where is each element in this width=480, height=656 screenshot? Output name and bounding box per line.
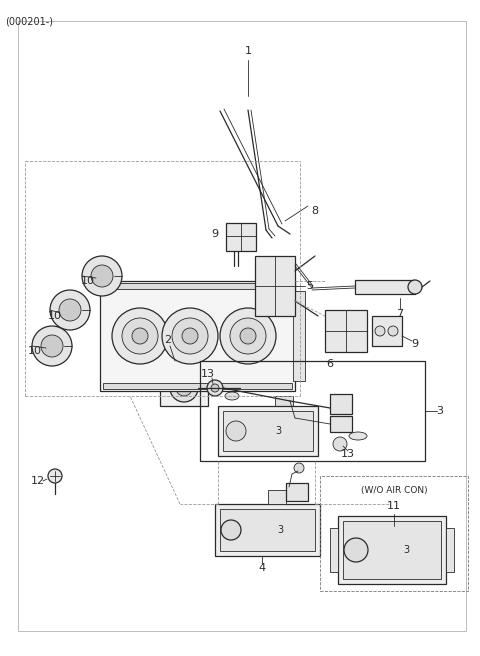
Circle shape [182, 328, 198, 344]
Ellipse shape [225, 392, 239, 400]
Circle shape [375, 326, 385, 336]
Bar [255, 256, 295, 316]
Circle shape [230, 318, 266, 354]
Text: (000201-): (000201-) [5, 16, 53, 26]
Circle shape [50, 290, 90, 330]
Circle shape [172, 318, 208, 354]
Circle shape [170, 374, 198, 402]
Text: 9: 9 [211, 229, 218, 239]
Text: 9: 9 [411, 339, 419, 349]
Bar [320, 476, 468, 591]
Circle shape [32, 326, 72, 366]
Text: 8: 8 [312, 206, 319, 216]
Circle shape [388, 326, 398, 336]
Ellipse shape [349, 432, 367, 440]
Circle shape [294, 463, 304, 473]
Circle shape [221, 520, 241, 540]
Text: 2: 2 [165, 335, 171, 345]
Circle shape [41, 335, 63, 357]
Bar [338, 516, 446, 584]
Circle shape [91, 265, 113, 287]
Bar [446, 528, 454, 572]
Text: 13: 13 [201, 369, 215, 379]
Circle shape [48, 469, 62, 483]
Text: 13: 13 [341, 449, 355, 459]
Bar [100, 281, 295, 391]
Circle shape [408, 280, 422, 294]
Bar [218, 406, 318, 456]
Circle shape [240, 328, 256, 344]
Circle shape [176, 380, 192, 396]
Text: 3: 3 [275, 426, 281, 436]
Bar [325, 310, 367, 352]
Text: 10: 10 [28, 346, 42, 356]
Text: 11: 11 [387, 501, 401, 511]
Text: 3: 3 [403, 545, 409, 555]
Bar [160, 370, 208, 406]
Bar [293, 291, 305, 381]
Circle shape [82, 256, 122, 296]
Bar [372, 316, 402, 346]
Circle shape [132, 328, 148, 344]
Text: 10: 10 [48, 311, 62, 321]
Bar [355, 280, 415, 294]
Circle shape [226, 421, 246, 441]
Bar [223, 411, 313, 451]
Circle shape [122, 318, 158, 354]
Circle shape [211, 384, 219, 392]
Circle shape [220, 308, 276, 364]
Circle shape [112, 308, 168, 364]
Bar [275, 396, 293, 418]
Circle shape [207, 380, 223, 396]
Text: 3: 3 [277, 525, 283, 535]
Bar [220, 509, 315, 551]
Text: (W/O AIR CON): (W/O AIR CON) [360, 487, 427, 495]
Text: 12: 12 [31, 476, 45, 486]
Circle shape [59, 299, 81, 321]
Circle shape [333, 437, 347, 451]
Text: 5: 5 [307, 281, 313, 291]
Circle shape [344, 538, 368, 562]
Text: 4: 4 [258, 563, 265, 573]
Bar [268, 490, 286, 504]
Bar [103, 383, 292, 389]
Bar [343, 521, 441, 579]
Bar [330, 416, 352, 432]
Text: 6: 6 [326, 359, 334, 369]
Text: 1: 1 [244, 46, 252, 56]
Text: 3: 3 [436, 406, 444, 416]
Circle shape [162, 308, 218, 364]
Bar [200, 361, 425, 461]
Bar [330, 394, 352, 414]
Bar [226, 223, 256, 251]
Bar [215, 504, 320, 556]
Text: 7: 7 [396, 309, 404, 319]
Text: 10: 10 [81, 276, 95, 286]
Bar [103, 283, 292, 289]
Bar [286, 483, 308, 501]
Bar [330, 528, 338, 572]
